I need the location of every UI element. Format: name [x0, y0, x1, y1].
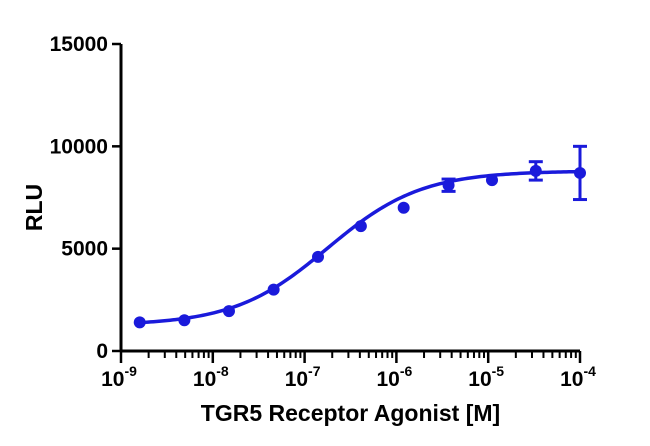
data-point — [574, 166, 586, 179]
data-point — [442, 179, 455, 192]
fit-curve-layer — [137, 169, 582, 325]
fit-curve — [137, 169, 582, 325]
x-tick-base: 10 — [101, 368, 124, 391]
y-tick-label: 10000 — [50, 135, 108, 158]
data-point — [267, 283, 280, 296]
x-tick-label: 10-4 — [560, 363, 596, 391]
data-point — [354, 220, 367, 233]
x-tick-label: 10-9 — [101, 363, 137, 391]
x-tick-label: 10-8 — [193, 363, 229, 391]
x-tick-exponent: -8 — [216, 363, 229, 379]
y-axis-ticks: 0 5000 10000 15000 — [50, 33, 121, 363]
x-tick-label: 10-6 — [376, 363, 412, 391]
data-point — [529, 164, 542, 177]
x-tick-exponent: -6 — [400, 363, 413, 379]
data-point — [133, 316, 146, 329]
x-axis-ticks: 10-9 10-8 10-7 10-6 10-5 10-4 — [101, 351, 596, 391]
x-tick-base: 10 — [560, 368, 583, 391]
y-tick-label: 5000 — [61, 238, 108, 261]
data-point — [397, 201, 410, 214]
y-tick-label: 0 — [96, 340, 108, 363]
data-points — [133, 164, 586, 329]
x-tick-base: 10 — [285, 368, 308, 391]
x-tick-label: 10-7 — [285, 363, 321, 391]
x-tick-exponent: -4 — [583, 363, 596, 379]
data-point — [312, 250, 325, 263]
x-tick-exponent: -5 — [492, 363, 505, 379]
data-point — [178, 314, 191, 327]
x-axis-title: TGR5 Receptor Agonist [M] — [201, 400, 500, 426]
x-tick-exponent: -9 — [124, 363, 137, 379]
x-tick-label: 10-5 — [468, 363, 504, 391]
data-point — [222, 305, 235, 318]
y-tick-label: 15000 — [50, 33, 108, 56]
axes — [119, 44, 580, 353]
x-tick-base: 10 — [193, 368, 216, 391]
data-point — [485, 174, 498, 187]
y-axis-title: RLU — [21, 184, 47, 231]
x-tick-base: 10 — [376, 368, 399, 391]
x-tick-exponent: -7 — [308, 363, 321, 379]
x-tick-base: 10 — [468, 368, 491, 391]
